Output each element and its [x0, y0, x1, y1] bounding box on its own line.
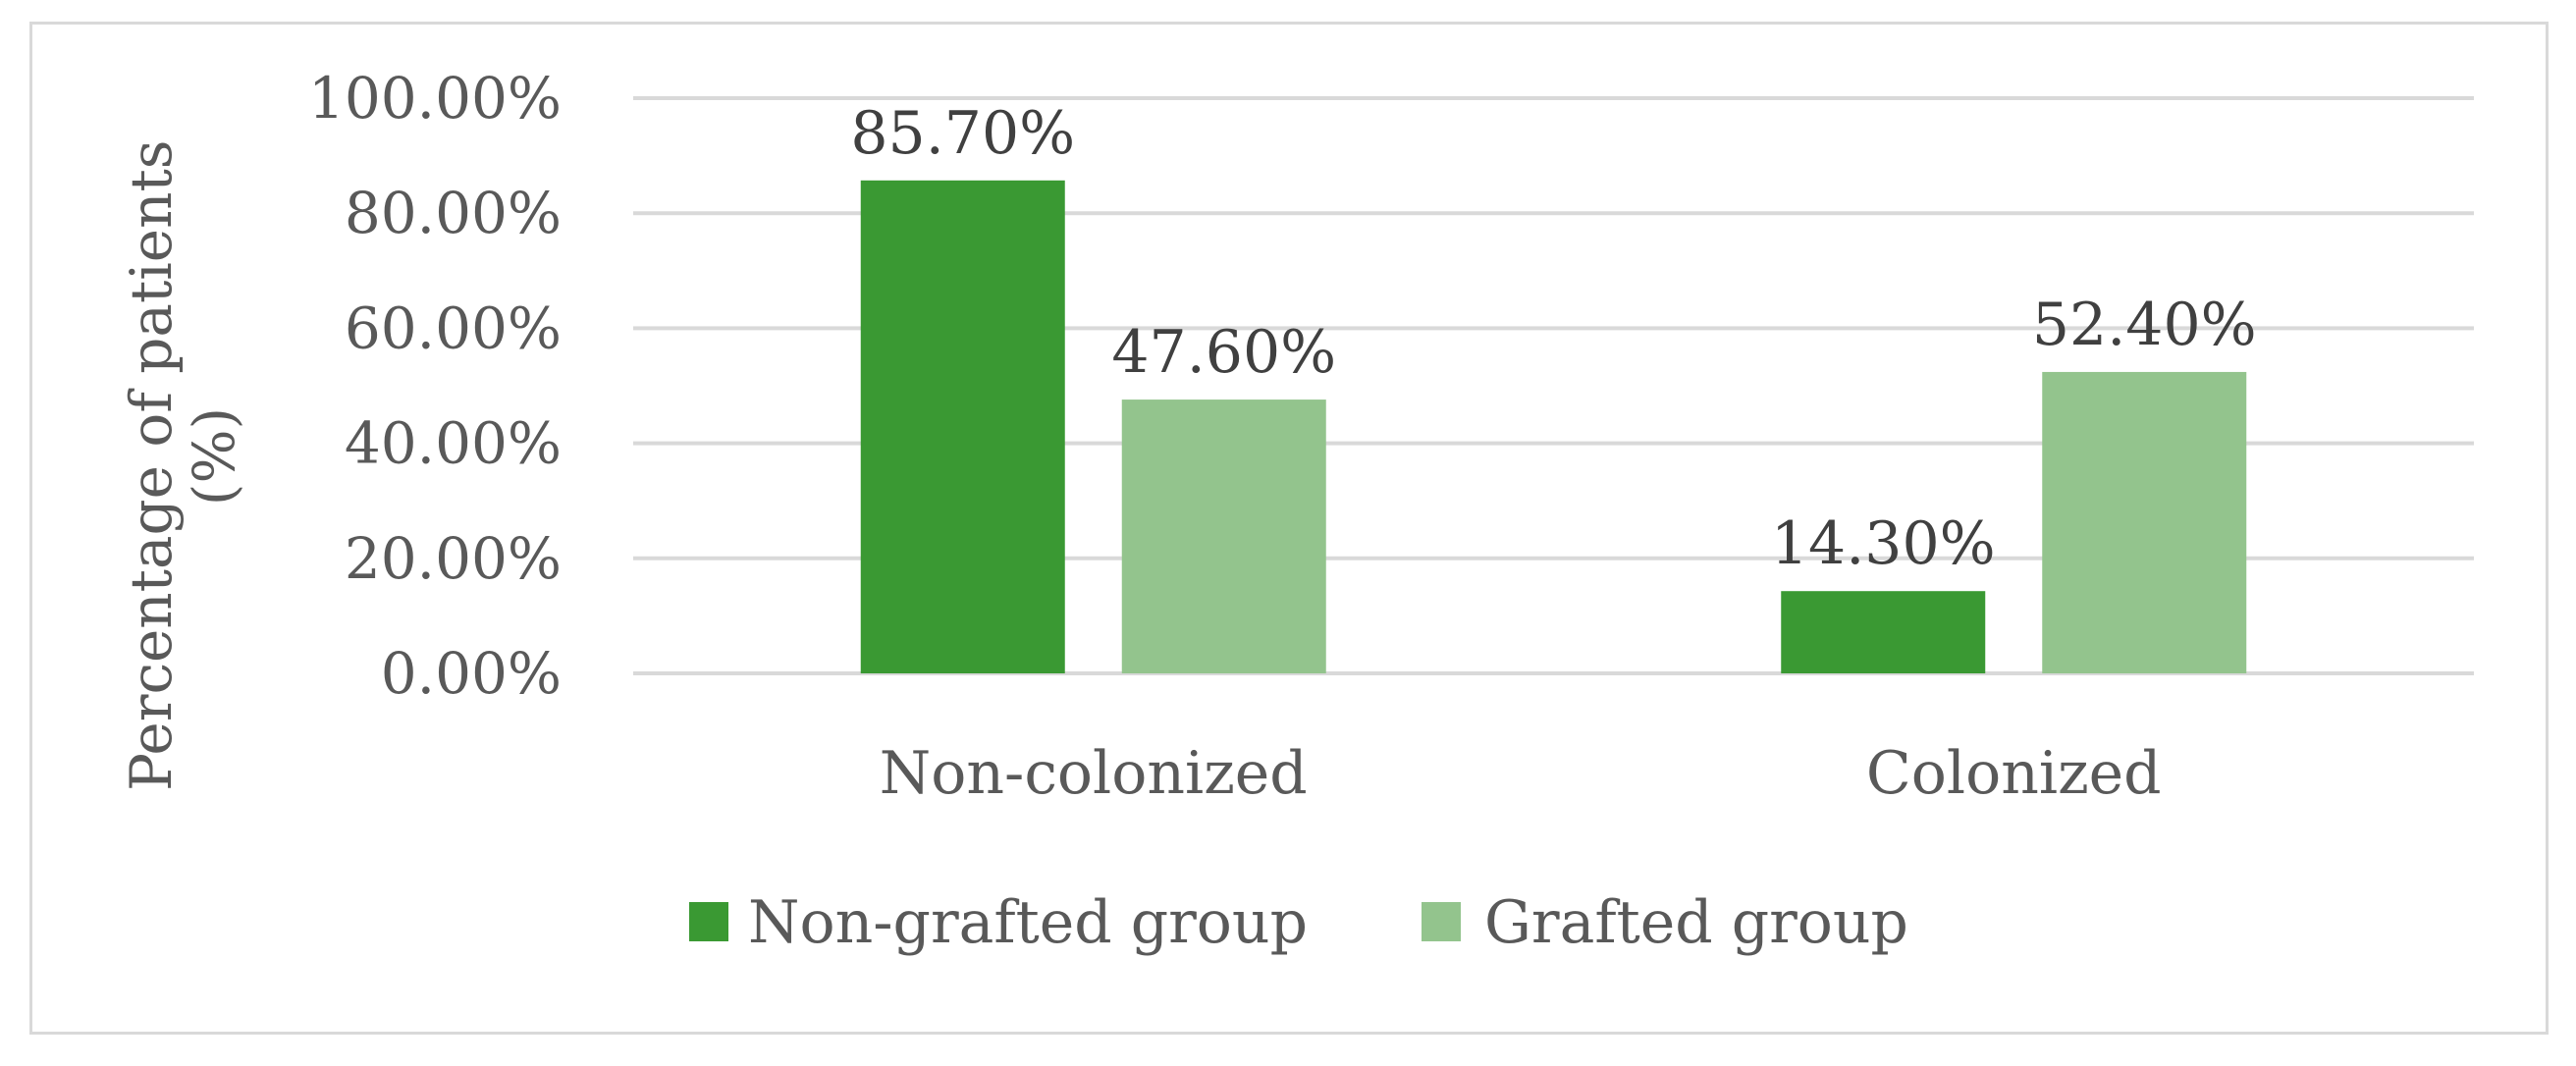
legend-swatch — [1422, 902, 1461, 941]
category-label: Non-colonized — [880, 739, 1308, 808]
legend-swatch — [689, 902, 728, 941]
data-label: 52.40% — [2032, 291, 2257, 359]
legend-label: Grafted group — [1484, 888, 1908, 957]
data-label: 47.60% — [1111, 318, 1336, 387]
y-tick-label: 100.00% — [308, 65, 562, 132]
data-label: 14.30% — [1771, 509, 1996, 578]
category-label: Colonized — [1866, 739, 2162, 808]
category-labels: Non-colonized Colonized — [880, 739, 2162, 808]
bar-1-0 — [1781, 591, 1986, 673]
bar-0-0 — [860, 180, 1065, 673]
bars — [860, 180, 2247, 673]
bar-1-1 — [2042, 371, 2247, 673]
data-label: 85.70% — [850, 99, 1075, 168]
bar-0-1 — [1121, 400, 1326, 673]
y-tick-label: 40.00% — [345, 410, 562, 477]
y-axis-title: Percentage of patients (%) — [118, 122, 247, 791]
legend-label: Non-grafted group — [748, 888, 1308, 957]
y-tick-label: 80.00% — [345, 180, 562, 246]
y-tick-label: 20.00% — [345, 525, 562, 592]
legend: Non-grafted group Grafted group — [689, 888, 1908, 957]
y-axis-title-line-1: Percentage of patients — [118, 139, 185, 791]
y-tick-label: 0.00% — [381, 640, 562, 707]
y-axis-title-line-2: (%) — [181, 407, 247, 506]
y-tick-labels: 0.00% 20.00% 40.00% 60.00% 80.00% 100.00% — [308, 65, 562, 707]
y-tick-label: 60.00% — [345, 294, 562, 361]
data-labels: 85.70% 47.60% 14.30% 52.40% — [850, 99, 2256, 578]
